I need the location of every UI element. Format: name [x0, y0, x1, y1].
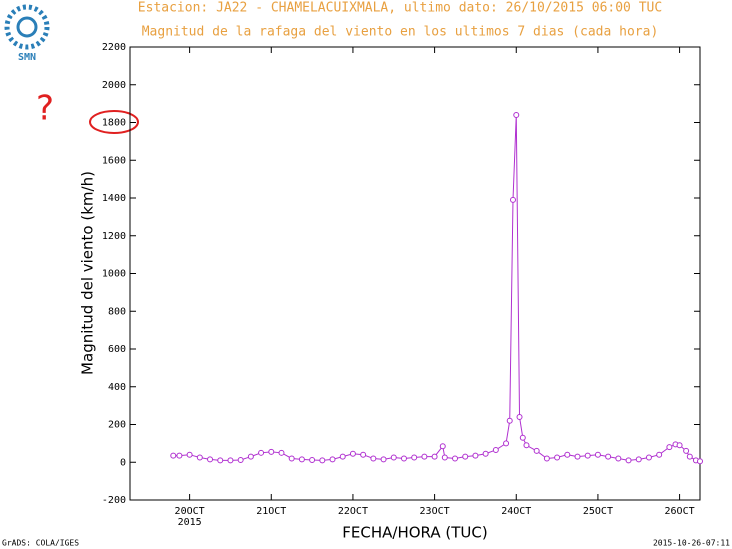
- x-tick-label: 21OCT: [256, 506, 286, 517]
- footer-right: 2015-10-26-07:11: [653, 539, 730, 548]
- point: [319, 457, 326, 464]
- point: [176, 452, 183, 459]
- point: [170, 452, 177, 459]
- y-tick-label: 400: [108, 382, 126, 393]
- point: [268, 448, 275, 455]
- point: [516, 413, 523, 420]
- point: [329, 456, 336, 463]
- point: [380, 456, 387, 463]
- y-axis-label: Magnitud del viento (km/h): [79, 171, 97, 375]
- point: [309, 456, 316, 463]
- point: [492, 446, 499, 453]
- y-tick-label: 800: [108, 306, 126, 317]
- point: [615, 455, 622, 462]
- point: [513, 111, 520, 118]
- y-tick-label: 0: [120, 457, 126, 468]
- y-tick-label: 2200: [102, 42, 126, 53]
- plot-frame: [129, 46, 701, 501]
- point: [452, 455, 459, 462]
- point: [339, 453, 346, 460]
- point: [439, 443, 446, 450]
- point: [625, 457, 632, 464]
- logo-ring: [4, 4, 50, 50]
- logo-text: SMN: [18, 52, 36, 63]
- y-tick-label: 1800: [102, 118, 126, 129]
- point: [594, 451, 601, 458]
- point: [411, 454, 418, 461]
- point: [207, 456, 214, 463]
- point: [554, 454, 561, 461]
- point: [227, 457, 234, 464]
- point: [564, 451, 571, 458]
- point: [635, 456, 642, 463]
- point: [431, 453, 438, 460]
- point: [360, 451, 367, 458]
- point: [503, 440, 510, 447]
- point: [605, 453, 612, 460]
- point: [237, 456, 244, 463]
- point: [217, 457, 224, 464]
- y-tick-label: 2000: [102, 80, 126, 91]
- x-tick-label: 24OCT: [501, 506, 531, 517]
- annotation-circle: [89, 110, 139, 134]
- point: [186, 451, 193, 458]
- footer-left: GrADS: COLA/IGES: [2, 539, 79, 548]
- y-tick-label: 600: [108, 344, 126, 355]
- point: [523, 442, 530, 449]
- point: [686, 453, 693, 460]
- y-tick-label: 1200: [102, 231, 126, 242]
- point: [519, 434, 526, 441]
- point: [400, 455, 407, 462]
- x-tick-label: 26OCT: [665, 506, 695, 517]
- point: [656, 451, 663, 458]
- y-tick-label: 1000: [102, 269, 126, 280]
- x-tick-label: 23OCT: [420, 506, 450, 517]
- point: [574, 453, 581, 460]
- logo: SMN: [4, 4, 50, 63]
- point: [666, 444, 673, 451]
- y-tick-label: -200: [102, 495, 126, 506]
- chart-title: Estacion: JA22 - CHAMELACUIXMALA, ultimo…: [138, 1, 662, 16]
- x-year-label: 2015: [178, 517, 202, 528]
- point: [697, 458, 703, 465]
- logo-core: [16, 16, 38, 38]
- point: [349, 450, 356, 457]
- point: [370, 455, 377, 462]
- point: [683, 447, 690, 454]
- x-tick-label: 20OCT: [175, 506, 205, 517]
- point: [533, 447, 540, 454]
- point: [676, 442, 683, 449]
- point: [509, 196, 516, 203]
- point: [258, 449, 265, 456]
- point: [482, 450, 489, 457]
- point: [288, 455, 295, 462]
- point: [462, 453, 469, 460]
- point: [506, 417, 513, 424]
- point: [298, 456, 305, 463]
- point: [278, 449, 285, 456]
- annotation: ?: [36, 89, 54, 129]
- y-tick-label: 1400: [102, 193, 126, 204]
- point: [421, 453, 428, 460]
- point: [441, 454, 448, 461]
- x-axis-label: FECHA/HORA (TUC): [342, 524, 487, 542]
- point: [247, 453, 254, 460]
- x-tick-label: 25OCT: [583, 506, 613, 517]
- series-line: [173, 114, 701, 462]
- y-tick-label: 200: [108, 420, 126, 431]
- y-tick-label: 1600: [102, 155, 126, 166]
- point: [390, 454, 397, 461]
- point: [584, 452, 591, 459]
- point: [472, 452, 479, 459]
- chart-subtitle: Magnitud de la rafaga del viento en los …: [142, 25, 659, 40]
- point: [196, 454, 203, 461]
- point: [543, 455, 550, 462]
- x-tick-label: 22OCT: [338, 506, 368, 517]
- point: [645, 454, 652, 461]
